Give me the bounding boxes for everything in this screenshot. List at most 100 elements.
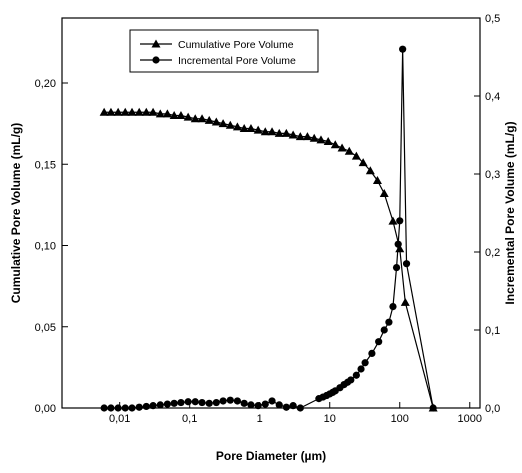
circle-marker (184, 398, 192, 406)
circle-marker (152, 56, 160, 64)
circle-marker (247, 401, 255, 409)
triangle-marker (267, 127, 277, 136)
triangle-marker (260, 127, 270, 136)
circle-marker (149, 402, 157, 410)
triangle-marker (225, 120, 235, 129)
circle-marker (226, 396, 234, 404)
triangle-marker (372, 176, 382, 184)
triangle-marker (309, 133, 319, 142)
circle-marker (128, 404, 136, 412)
y2-axis-label: Incremental Pore Volume (mL/g) (503, 121, 517, 304)
triangle-marker (155, 109, 165, 118)
circle-marker (361, 359, 369, 367)
circle-marker (296, 404, 304, 412)
y2-tick-label: 0,3 (485, 169, 500, 181)
y2-tick-label: 0,5 (485, 13, 500, 25)
plot-frame (61, 17, 481, 409)
triangle-marker (388, 216, 398, 225)
triangle-marker (106, 107, 116, 116)
y-tick-label: 0,10 (35, 241, 56, 253)
triangle-marker (176, 111, 186, 119)
triangle-marker (351, 151, 361, 160)
triangle-marker (218, 119, 228, 128)
y-tick-label: 0,20 (35, 78, 56, 90)
circle-marker (261, 400, 269, 408)
series-line (104, 49, 434, 409)
circle-marker (380, 326, 388, 334)
circle-marker (392, 264, 401, 272)
triangle-marker (330, 140, 340, 149)
triangle-marker (379, 189, 389, 197)
circle-marker (240, 399, 248, 407)
circle-marker (107, 404, 115, 412)
circle-marker (402, 260, 411, 268)
triangle-marker (162, 109, 172, 118)
triangle-marker (113, 107, 123, 116)
circle-marker (254, 402, 262, 410)
y-tick-label: 0,05 (35, 322, 56, 334)
y-tick-label: 0,00 (35, 403, 56, 415)
y2-tick-label: 0,4 (485, 91, 500, 103)
circle-marker (219, 397, 227, 405)
circle-marker (396, 217, 404, 225)
triangle-marker (169, 111, 179, 119)
circle-marker (205, 399, 213, 407)
x-axis-label: Pore Diameter (µm) (216, 449, 326, 463)
y-tick-label: 0,15 (35, 159, 56, 171)
circle-marker (114, 404, 122, 412)
series-line (104, 111, 434, 409)
circle-marker (268, 397, 276, 405)
circle-marker (275, 401, 283, 409)
circle-marker (163, 400, 171, 408)
circle-marker (357, 365, 365, 373)
triangle-marker (337, 143, 347, 152)
triangle-marker (246, 124, 256, 132)
triangle-marker (253, 125, 263, 134)
circle-marker (282, 403, 290, 411)
triangle-marker (400, 297, 410, 306)
legend-label: Cumulative Pore Volume (178, 39, 294, 51)
x-tick-label: 0,01 (109, 413, 130, 425)
triangle-marker (120, 107, 130, 116)
triangle-marker (232, 122, 242, 131)
circle-marker (191, 398, 199, 406)
x-tick-label: 10 (324, 413, 336, 425)
triangle-marker (316, 135, 326, 144)
legend-box (129, 29, 319, 73)
circle-marker (233, 397, 242, 405)
circle-marker (177, 398, 185, 407)
triangle-marker (197, 114, 207, 123)
triangle-marker (295, 132, 305, 141)
circle-marker (198, 398, 206, 407)
triangle-marker (323, 137, 333, 145)
y-axis-label: Cumulative Pore Volume (mL/g) (9, 123, 23, 303)
circle-marker (352, 371, 360, 379)
y2-tick-label: 0,0 (485, 403, 500, 415)
circle-marker (212, 398, 220, 407)
triangle-marker (211, 117, 221, 126)
triangle-marker (365, 166, 375, 175)
triangle-marker (281, 128, 291, 137)
circle-marker (399, 45, 407, 53)
triangle-marker (141, 107, 151, 116)
circle-marker (156, 401, 164, 409)
triangle-marker (204, 115, 214, 124)
x-tick-label: 1 (257, 413, 263, 425)
circle-marker (347, 376, 355, 384)
circle-marker (170, 399, 178, 407)
circle-marker (368, 349, 376, 357)
triangle-marker (99, 107, 109, 116)
triangle-marker (127, 107, 137, 116)
triangle-marker (148, 107, 158, 116)
triangle-marker (134, 107, 144, 116)
circle-marker (385, 318, 393, 326)
circle-marker (289, 402, 297, 410)
triangle-marker (239, 124, 249, 132)
triangle-marker (190, 114, 200, 123)
triangle-marker (288, 130, 298, 139)
circle-marker (375, 338, 383, 346)
triangle-marker (274, 128, 284, 137)
triangle-marker (358, 158, 368, 167)
x-tick-label: 100 (391, 413, 409, 425)
